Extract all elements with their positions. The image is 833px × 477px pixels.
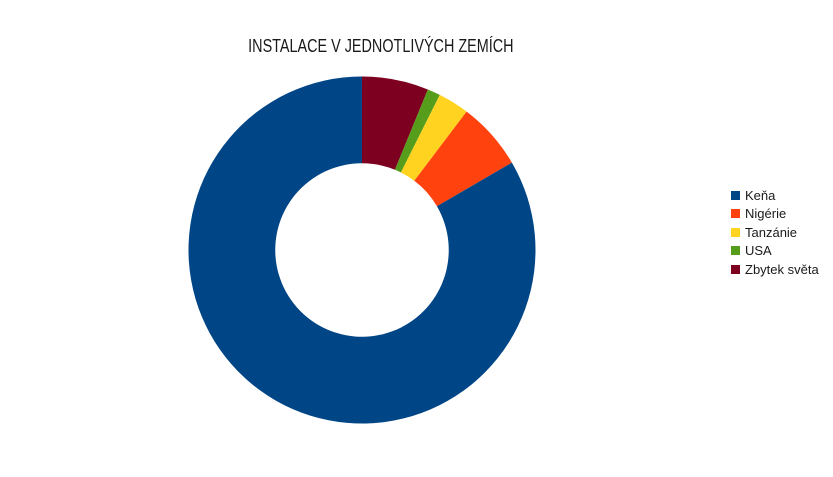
legend-label: Keňa <box>745 187 776 203</box>
legend-swatch <box>731 209 740 219</box>
chart-title: INSTALACE V JEDNOTLIVÝCH ZEMÍCH <box>248 36 514 56</box>
legend-item-zbytek-sveta[interactable]: Zbytek světa <box>731 260 819 279</box>
legend-swatch <box>731 246 740 256</box>
donut-segment-nigerie[interactable] <box>414 111 512 207</box>
donut-segment-kena[interactable] <box>188 76 536 424</box>
legend-item-kena[interactable]: Keňa <box>731 186 819 205</box>
legend-label: Nigérie <box>745 206 787 222</box>
legend-swatch <box>731 190 740 200</box>
legend-label: Tanzánie <box>745 224 798 240</box>
donut-segment-tanzanie[interactable] <box>400 94 467 181</box>
legend-item-usa[interactable]: USA <box>731 242 819 261</box>
legend-swatch <box>731 264 740 274</box>
legend-swatch <box>731 227 740 237</box>
legend: Keňa Nigérie Tanzánie USA Zbytek světa <box>731 186 819 279</box>
legend-label: Zbytek světa <box>745 261 819 277</box>
legend-item-nigerie[interactable]: Nigérie <box>731 205 819 224</box>
chart-title-wrap: INSTALACE V JEDNOTLIVÝCH ZEMÍCH <box>215 36 515 57</box>
legend-label: USA <box>745 243 772 259</box>
donut-segment-zbytek-sveta[interactable] <box>362 76 428 170</box>
legend-item-tanzanie[interactable]: Tanzánie <box>731 223 819 242</box>
donut-segment-usa[interactable] <box>394 89 440 173</box>
